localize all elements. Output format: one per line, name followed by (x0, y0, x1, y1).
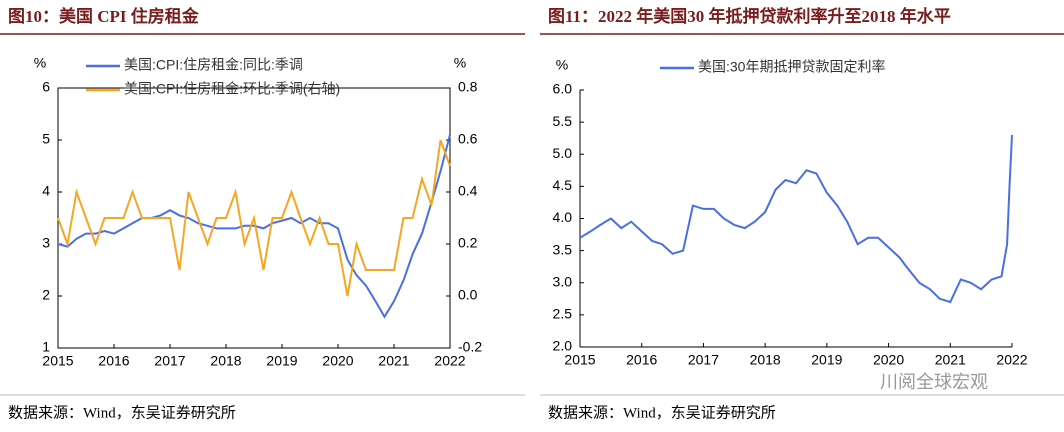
legend-label: 美国:30年期抵押贷款固定利率 (698, 59, 885, 75)
y-tick-label: 2.5 (553, 306, 573, 322)
series-line (57, 139, 451, 297)
y-tick-label: 4.0 (553, 209, 573, 225)
y-tick-label: 3.0 (553, 273, 573, 289)
x-tick-label: 2018 (750, 352, 781, 368)
y-tick-label: 2 (42, 287, 50, 303)
x-tick-label: 2017 (688, 352, 719, 368)
legend-label: 美国:CPI:住房租金:同比:季调 (124, 57, 303, 73)
x-tick-label: 2019 (266, 353, 297, 369)
x-tick-label: 2016 (626, 352, 657, 368)
y-tick-label: 3 (42, 235, 50, 251)
x-tick-label: 2015 (42, 353, 73, 369)
source-note: 数据来源：Wind，东吴证券研究所 (548, 404, 776, 421)
y-tick-label: 4.5 (553, 177, 573, 193)
chart-title: 图11：2022 年美国30 年抵押贷款利率升至2018 年水平 (548, 6, 951, 26)
y-tick-label: 5.5 (553, 113, 573, 129)
series-line (57, 134, 451, 319)
x-tick-label: 2020 (873, 352, 904, 368)
y-tick-label: 5.0 (553, 145, 573, 161)
chart-title: 图10：美国 CPI 住房租金 (8, 6, 200, 26)
source-note: 数据来源：Wind，东吴证券研究所 (8, 404, 236, 421)
x-tick-label: 2021 (935, 352, 966, 368)
x-tick-label: 2017 (154, 353, 185, 369)
x-tick-label: 2022 (996, 352, 1027, 368)
x-tick-label: 2022 (434, 353, 465, 369)
y-tick-label: 5 (42, 131, 50, 147)
x-tick-label: 2020 (322, 353, 353, 369)
x-tick-label: 2019 (811, 352, 842, 368)
legend-label: 美国:CPI:住房租金:环比:季调(右轴) (124, 81, 340, 97)
y2-tick-label: -0.2 (458, 339, 482, 355)
y-tick-label: 4 (42, 183, 50, 199)
y2-tick-label: 0.4 (458, 183, 478, 199)
watermark: 川阅全球宏观 (880, 372, 988, 392)
y-tick-label: 6 (42, 79, 50, 95)
y2-tick-label: 0.8 (458, 79, 478, 95)
y-axis-label: % (556, 57, 568, 73)
y-tick-label: 2.0 (553, 338, 573, 354)
y2-tick-label: 0.0 (458, 287, 478, 303)
y2-tick-label: 0.6 (458, 131, 478, 147)
y2-axis-label: % (454, 55, 466, 71)
y-tick-label: 1 (42, 339, 50, 355)
y-tick-label: 6.0 (553, 81, 573, 97)
y-tick-label: 3.5 (553, 241, 573, 257)
y-axis-label: % (34, 55, 46, 71)
x-tick-label: 2016 (98, 353, 129, 369)
x-tick-label: 2018 (210, 353, 241, 369)
x-tick-label: 2021 (378, 353, 409, 369)
series-line (579, 134, 1013, 304)
x-tick-label: 2015 (564, 352, 595, 368)
y2-tick-label: 0.2 (458, 235, 478, 251)
